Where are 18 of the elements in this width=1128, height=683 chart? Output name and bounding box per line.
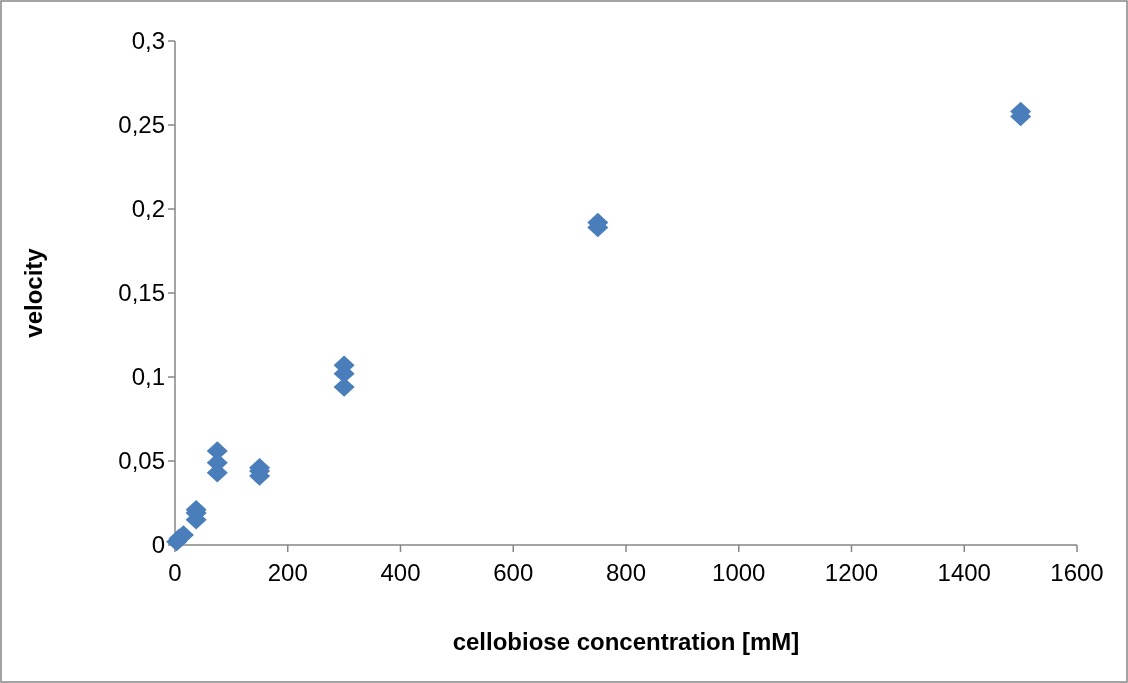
y-tick-label: 0,1 (131, 363, 165, 391)
x-tick-label: 1600 (1050, 559, 1104, 586)
x-tick-label: 1200 (824, 559, 879, 586)
x-tick-label: 400 (380, 559, 421, 586)
x-tick-label: 200 (267, 559, 308, 586)
x-axis-title: cellobiose concentration [mM] (452, 628, 800, 655)
y-tick-label: 0 (151, 531, 165, 559)
x-tick-label: 0 (168, 559, 182, 586)
x-tick-label: 600 (493, 559, 534, 586)
x-tick-label: 800 (605, 559, 647, 586)
y-tick-label: 0,3 (131, 27, 165, 55)
y-tick-label: 0,05 (118, 447, 165, 475)
y-tick-label: 0,25 (118, 111, 165, 139)
y-axis-title: velocity (20, 247, 47, 338)
y-tick-label: 0,15 (118, 279, 165, 307)
x-tick-label: 1000 (712, 559, 766, 586)
y-tick-label: 0,2 (131, 195, 165, 223)
x-tick-label: 1400 (937, 559, 991, 586)
